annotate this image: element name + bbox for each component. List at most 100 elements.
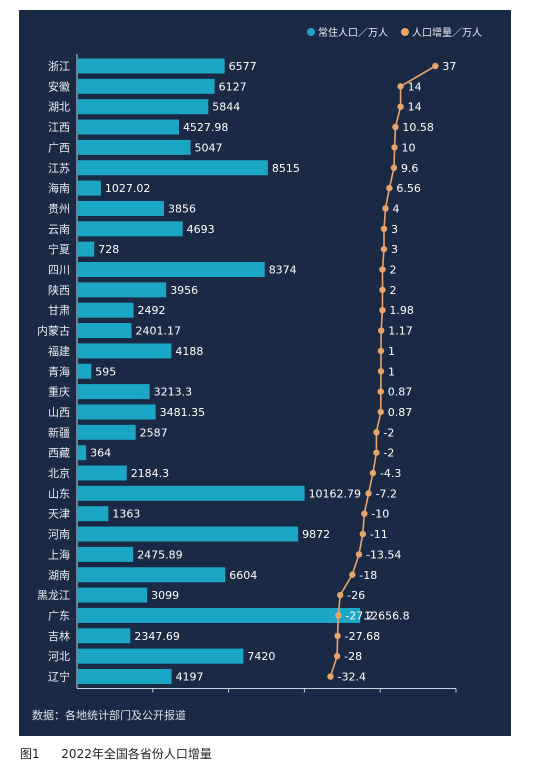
category-label: 广东: [48, 609, 70, 622]
growth-point: [335, 612, 342, 619]
growth-value-label: -11: [370, 528, 388, 541]
category-label: 山西: [48, 406, 70, 419]
growth-point: [386, 184, 393, 192]
growth-value-label: 1.17: [388, 325, 413, 338]
population-value-label: 4188: [175, 345, 203, 358]
category-label: 四川: [48, 264, 70, 277]
growth-point: [377, 388, 384, 395]
population-value-label: 3481.35: [160, 406, 206, 419]
category-label: 西藏: [48, 447, 70, 460]
category-label: 青海: [48, 364, 70, 378]
growth-value-label: 0.87: [388, 386, 413, 399]
population-value-label: 3099: [151, 589, 179, 602]
growth-point: [334, 632, 341, 639]
population-bar: [78, 119, 179, 135]
population-value-label: 4197: [176, 671, 204, 684]
growth-point: [355, 551, 363, 558]
population-bar: [78, 648, 244, 664]
population-bar: [78, 58, 225, 74]
population-value-label: 6127: [219, 80, 247, 93]
growth-value-label: -27.68: [345, 630, 380, 643]
growth-value-label: -4.3: [380, 467, 401, 480]
category-label: 天津: [48, 508, 70, 521]
growth-point: [397, 103, 404, 110]
legend-population-label: 常住人口／万人: [318, 26, 388, 39]
population-bar: [78, 241, 95, 257]
growth-point: [378, 327, 385, 334]
category-label: 海南: [48, 181, 70, 195]
growth-value-label: 1.98: [389, 304, 414, 317]
growth-value-label: 1: [388, 365, 395, 378]
category-label: 贵州: [48, 202, 70, 215]
growth-point: [327, 673, 334, 680]
growth-value-label: -2: [383, 447, 394, 460]
population-value-label: 2184.3: [131, 467, 170, 480]
growth-point: [432, 62, 439, 70]
population-value-label: 7420: [247, 650, 275, 663]
growth-value-label: 9.6: [401, 162, 419, 175]
population-bar: [78, 262, 265, 277]
plot-area: 浙江 6577 安徽 6127 湖北 5844 江西 4527.98 广西 5047 江苏 8515 海…: [37, 54, 457, 693]
population-value-label: 10162.79: [309, 487, 362, 500]
population-bar: [78, 78, 215, 94]
population-bar: [78, 384, 150, 400]
population-bar: [78, 200, 164, 216]
category-label: 江苏: [48, 162, 70, 175]
growth-point: [390, 164, 398, 171]
source-note: 数据：各地统计部门及公开报道: [32, 708, 186, 722]
category-label: 河北: [48, 650, 70, 663]
population-value-label: 4693: [187, 223, 215, 236]
growth-value-label: 14: [408, 101, 422, 114]
population-value-label: 2492: [138, 304, 166, 317]
population-bar: [78, 363, 92, 379]
population-bar: [78, 160, 268, 176]
growth-point: [377, 347, 385, 355]
growth-value-label: -7.2: [376, 487, 397, 500]
category-label: 河南: [48, 528, 70, 541]
growth-point: [382, 205, 389, 212]
population-value-label: 3956: [170, 284, 198, 297]
population-value-label: 3213.3: [154, 386, 193, 399]
category-label: 甘肃: [48, 304, 70, 317]
population-bar: [78, 139, 191, 155]
population-bar: [78, 343, 172, 359]
population-bar: [78, 567, 226, 583]
category-label: 北京: [48, 466, 70, 480]
growth-point: [361, 510, 368, 517]
population-value-label: 2347.69: [134, 630, 180, 643]
population-value-label: 1363: [112, 508, 140, 521]
growth-point: [373, 449, 380, 456]
category-label: 浙江: [48, 60, 70, 73]
growth-value-label: 10: [402, 141, 416, 154]
growth-value-label: -26: [347, 589, 365, 602]
population-value-label: 6604: [229, 569, 257, 582]
population-bar: [78, 587, 148, 603]
population-bar: [78, 628, 131, 644]
growth-point: [379, 286, 386, 294]
population-bar: [78, 465, 127, 481]
growth-point: [377, 368, 385, 375]
growth-value-label: -13.54: [366, 548, 401, 561]
population-bar: [78, 282, 167, 298]
category-label: 广西: [48, 141, 70, 154]
growth-point: [379, 307, 386, 314]
population-value-label: 9872: [302, 528, 330, 541]
population-bar: [78, 506, 109, 522]
figure-caption: 图1 2022年全国各省份人口增量: [20, 745, 212, 762]
population-bar: [78, 302, 134, 318]
category-label: 山东: [48, 487, 70, 500]
category-label: 云南: [48, 223, 70, 236]
chart-svg: 常住人口／万人 人口增量／万人 浙江 6577 安徽 6127 湖北 5844 江西 4527…: [32, 26, 482, 722]
category-label: 黑龙江: [37, 589, 70, 602]
population-value-label: 5047: [195, 141, 223, 154]
category-label: 陕西: [48, 283, 70, 297]
category-label: 新疆: [48, 425, 70, 439]
category-label: 吉林: [48, 629, 70, 643]
population-value-label: 2475.89: [137, 548, 183, 561]
population-value-label: 12656.8: [364, 609, 410, 622]
population-value-label: 3856: [168, 202, 196, 215]
population-value-label: 5844: [212, 101, 240, 114]
growth-point: [369, 469, 377, 477]
growth-value-label: -10: [371, 508, 389, 521]
category-label: 湖北: [48, 101, 70, 114]
